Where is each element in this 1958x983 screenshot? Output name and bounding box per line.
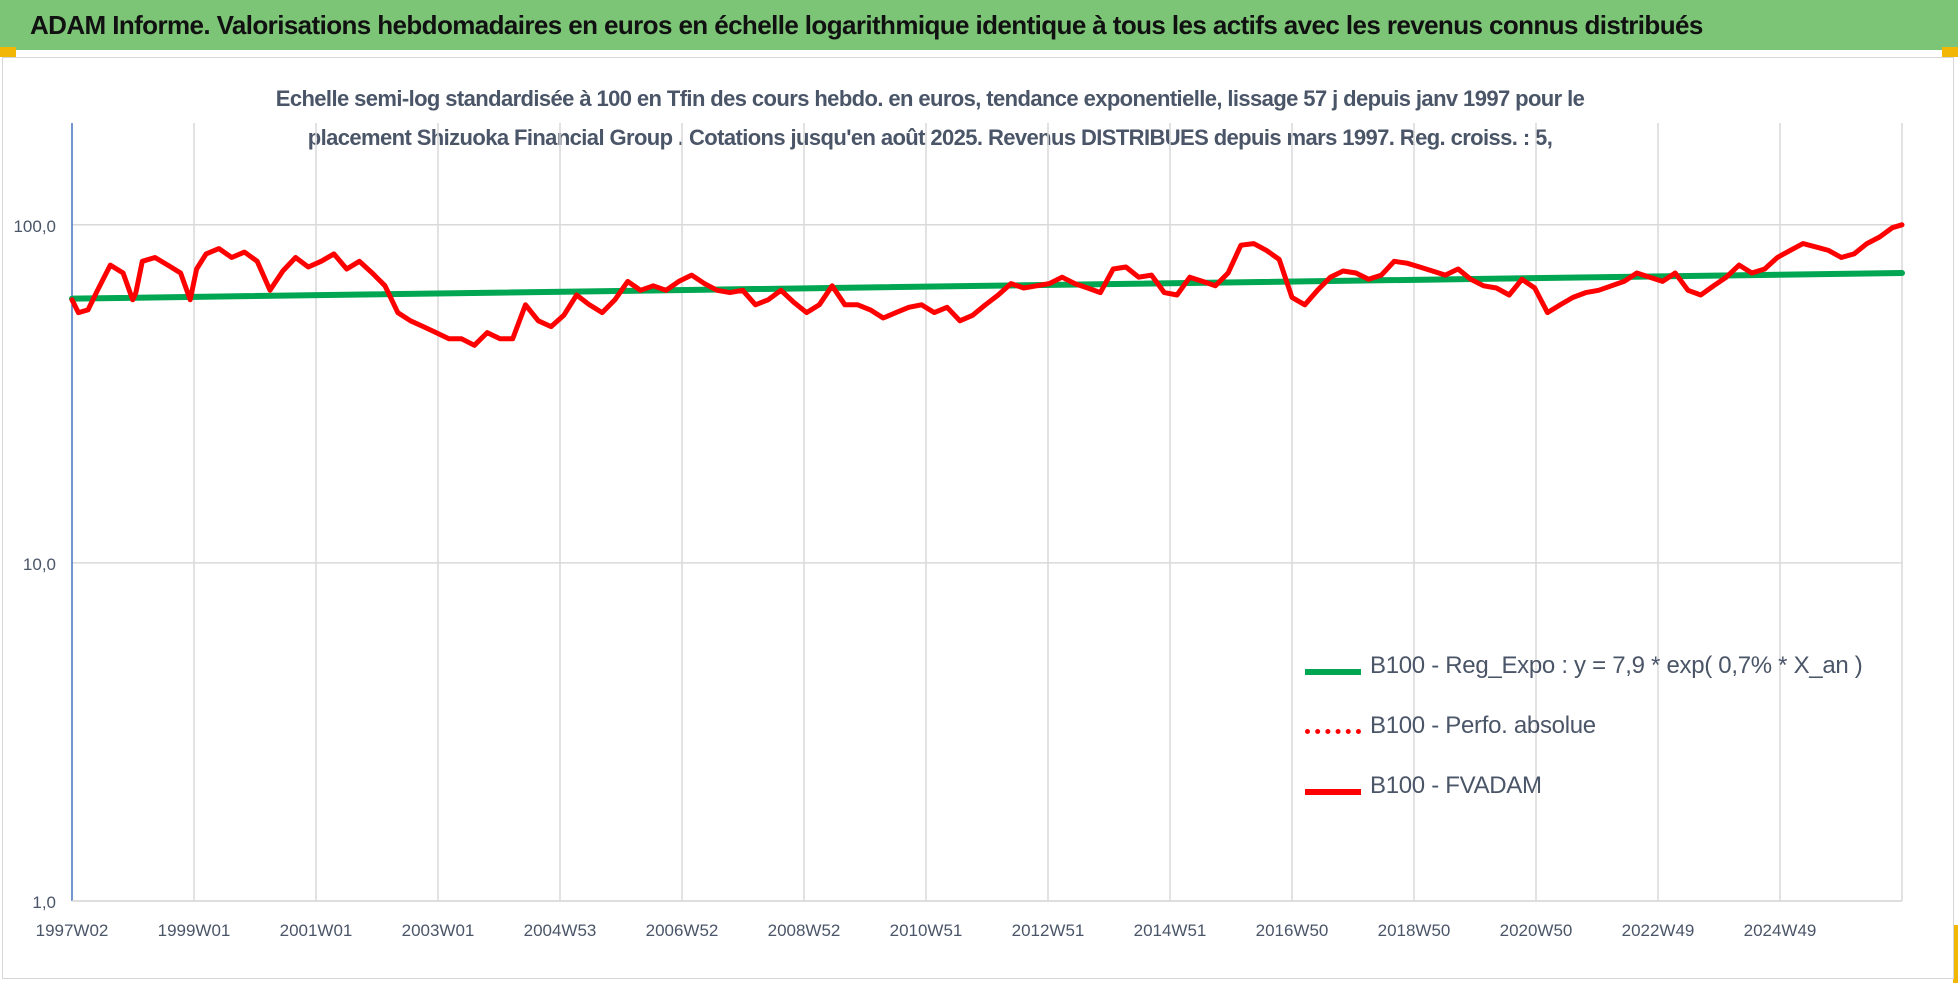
x-tick-label: 2016W50 <box>1256 921 1329 940</box>
chart-frame <box>2 57 1954 979</box>
x-tick-label: 1997W02 <box>36 921 109 940</box>
x-tick-label: 2012W51 <box>1012 921 1085 940</box>
series-reg-expo-line <box>69 270 1905 302</box>
y-tick-label: 1,0 <box>32 893 56 912</box>
y-axis: 1,0 10,0 100,0 <box>13 123 73 912</box>
report-banner: ADAM Informe. Valorisations hebdomadaire… <box>0 0 1958 50</box>
x-tick-label: 2006W52 <box>646 921 719 940</box>
y-tick-label: 100,0 <box>13 217 56 236</box>
chart-title-line-2: placement Shizuoka Financial Group . Cot… <box>307 125 1553 150</box>
x-tick-label: 2024W49 <box>1744 921 1817 940</box>
x-tick-label: 2003W01 <box>402 921 475 940</box>
x-tick-label: 2014W51 <box>1134 921 1207 940</box>
gridlines <box>72 123 1903 902</box>
legend-label-perfo-absolue: B100 - Perfo. absolue <box>1370 712 1596 739</box>
x-tick-label: 2022W49 <box>1622 921 1695 940</box>
x-tick-label: 2020W50 <box>1500 921 1573 940</box>
x-tick-label: 2004W53 <box>524 921 597 940</box>
x-tick-label: 2010W51 <box>890 921 963 940</box>
x-tick-label: 1999W01 <box>158 921 231 940</box>
x-tick-label: 2001W01 <box>280 921 353 940</box>
x-tick-label: 2018W50 <box>1378 921 1451 940</box>
y-tick-label: 10,0 <box>23 555 56 574</box>
series-layer <box>69 222 1905 348</box>
corner-marker-top-right <box>1942 47 1958 57</box>
x-tick-label: 2008W52 <box>768 921 841 940</box>
chart-title-line-1: Echelle semi-log standardisée à 100 en T… <box>275 86 1585 111</box>
corner-marker-top-left <box>0 47 16 57</box>
series-fvadam-line <box>69 222 1905 348</box>
legend-swatch-reg-expo <box>1305 669 1361 675</box>
corner-marker-bottom-right <box>1953 925 1958 983</box>
banner-title: ADAM Informe. Valorisations hebdomadaire… <box>30 9 1703 40</box>
legend-swatch-fvadam <box>1305 789 1361 795</box>
legend-label-reg-expo: B100 - Reg_Expo : y = 7,9 * exp( 0,7% * … <box>1370 652 1863 679</box>
legend-swatch-perfo-absolue <box>1305 729 1361 734</box>
x-axis: 1997W02 1999W01 2001W01 2003W01 2004W53 2006W… <box>36 900 1902 940</box>
legend-label-fvadam: B100 - FVADAM <box>1370 772 1542 799</box>
